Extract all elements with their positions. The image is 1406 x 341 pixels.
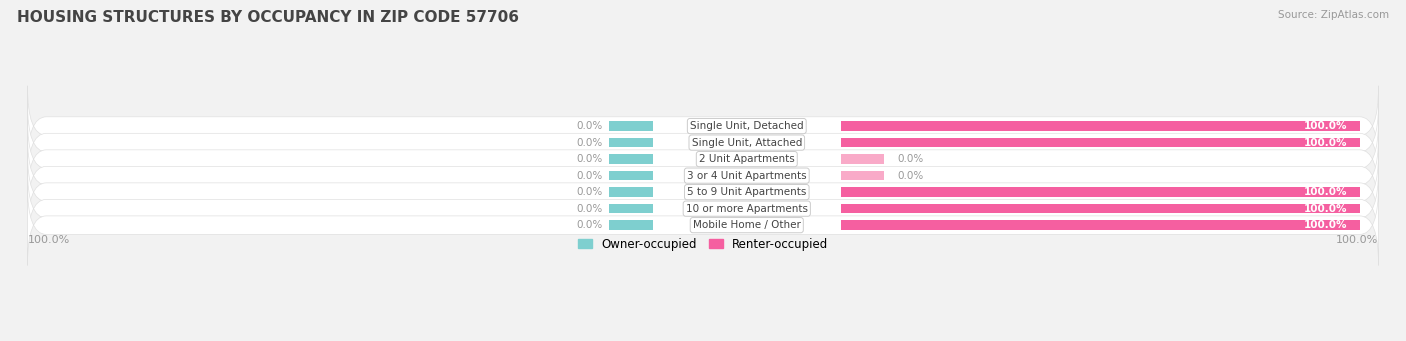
Text: 0.0%: 0.0%	[576, 187, 603, 197]
Text: 10 or more Apartments: 10 or more Apartments	[686, 204, 808, 214]
Text: Source: ZipAtlas.com: Source: ZipAtlas.com	[1278, 10, 1389, 20]
Bar	[609, 204, 652, 213]
Text: 100.0%: 100.0%	[1303, 220, 1347, 230]
Bar	[841, 154, 884, 164]
Text: 3 or 4 Unit Apartments: 3 or 4 Unit Apartments	[688, 170, 807, 181]
FancyBboxPatch shape	[28, 119, 1378, 199]
Text: 100.0%: 100.0%	[28, 235, 70, 245]
Text: 0.0%: 0.0%	[576, 204, 603, 214]
Text: 100.0%: 100.0%	[1303, 204, 1347, 214]
Text: HOUSING STRUCTURES BY OCCUPANCY IN ZIP CODE 57706: HOUSING STRUCTURES BY OCCUPANCY IN ZIP C…	[17, 10, 519, 25]
Text: 0.0%: 0.0%	[576, 121, 603, 131]
Bar	[609, 220, 652, 230]
Text: 100.0%: 100.0%	[1303, 137, 1347, 148]
FancyBboxPatch shape	[28, 102, 1378, 183]
FancyBboxPatch shape	[28, 135, 1378, 216]
FancyBboxPatch shape	[28, 168, 1378, 249]
Text: 0.0%: 0.0%	[576, 220, 603, 230]
Text: Single Unit, Detached: Single Unit, Detached	[690, 121, 804, 131]
Text: 100.0%: 100.0%	[1303, 121, 1347, 131]
FancyBboxPatch shape	[28, 185, 1378, 265]
Bar	[841, 138, 1360, 147]
Legend: Owner-occupied, Renter-occupied: Owner-occupied, Renter-occupied	[572, 233, 834, 255]
Text: 0.0%: 0.0%	[897, 170, 924, 181]
Bar	[841, 204, 1360, 213]
FancyBboxPatch shape	[28, 86, 1378, 166]
Bar	[841, 220, 1360, 230]
Bar	[609, 154, 652, 164]
Bar	[609, 187, 652, 197]
Bar	[841, 187, 1360, 197]
Text: 0.0%: 0.0%	[576, 137, 603, 148]
Text: 0.0%: 0.0%	[897, 154, 924, 164]
Text: 0.0%: 0.0%	[576, 170, 603, 181]
Bar	[609, 171, 652, 180]
Bar	[841, 171, 884, 180]
Bar	[609, 121, 652, 131]
FancyBboxPatch shape	[28, 152, 1378, 233]
Text: 2 Unit Apartments: 2 Unit Apartments	[699, 154, 794, 164]
Text: Mobile Home / Other: Mobile Home / Other	[693, 220, 801, 230]
Text: 100.0%: 100.0%	[1336, 235, 1378, 245]
Text: 100.0%: 100.0%	[1303, 187, 1347, 197]
Bar	[609, 138, 652, 147]
Bar	[841, 121, 1360, 131]
Text: 0.0%: 0.0%	[576, 154, 603, 164]
Text: Single Unit, Attached: Single Unit, Attached	[692, 137, 801, 148]
Text: 5 to 9 Unit Apartments: 5 to 9 Unit Apartments	[688, 187, 807, 197]
